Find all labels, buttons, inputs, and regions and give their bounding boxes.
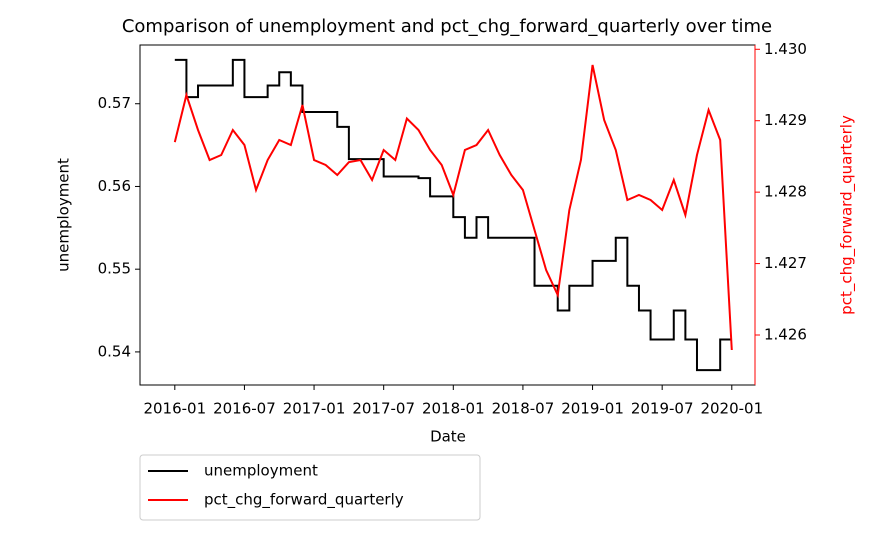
- chart-title: Comparison of unemployment and pct_chg_f…: [122, 16, 772, 37]
- plot-frame: [139, 44, 756, 386]
- y-tick-label: 0.54: [98, 342, 131, 360]
- x-tick-label: 2020-01: [700, 400, 763, 418]
- y2-tick-label: 1.428: [764, 183, 807, 201]
- y2-axis-label: pct_chg_forward_quarterly: [838, 115, 857, 315]
- y-tick-label: 0.56: [98, 177, 131, 195]
- x-tick-label: 2019-01: [561, 400, 624, 418]
- x-tick-label: 2017-01: [283, 400, 346, 418]
- x-tick-label: 2016-01: [143, 400, 206, 418]
- data-line: [173, 64, 733, 351]
- y2-tick-label: 1.430: [764, 40, 807, 58]
- x-tick-label: 2016-07: [213, 400, 276, 418]
- x-tick-label: 2019-07: [631, 400, 694, 418]
- y-tick-label: 0.57: [98, 94, 131, 112]
- y-tick-label: 0.55: [98, 260, 131, 278]
- y2-tick-label: 1.426: [764, 326, 807, 344]
- x-tick-label: 2018-01: [422, 400, 485, 418]
- x-axis-label: Date: [430, 428, 466, 446]
- legend-label: unemployment: [204, 462, 318, 480]
- data-line: [174, 58, 732, 372]
- y-axis-label: unemployment: [55, 158, 73, 272]
- y2-tick-label: 1.429: [764, 111, 807, 129]
- legend: unemployment pct_chg_forward_quarterly: [139, 454, 481, 521]
- legend-label: pct_chg_forward_quarterly: [204, 491, 404, 510]
- legend-box: [139, 454, 481, 521]
- x-tick-label: 2017-07: [352, 400, 415, 418]
- y2-tick-label: 1.427: [764, 254, 807, 272]
- x-tick-label: 2018-07: [492, 400, 555, 418]
